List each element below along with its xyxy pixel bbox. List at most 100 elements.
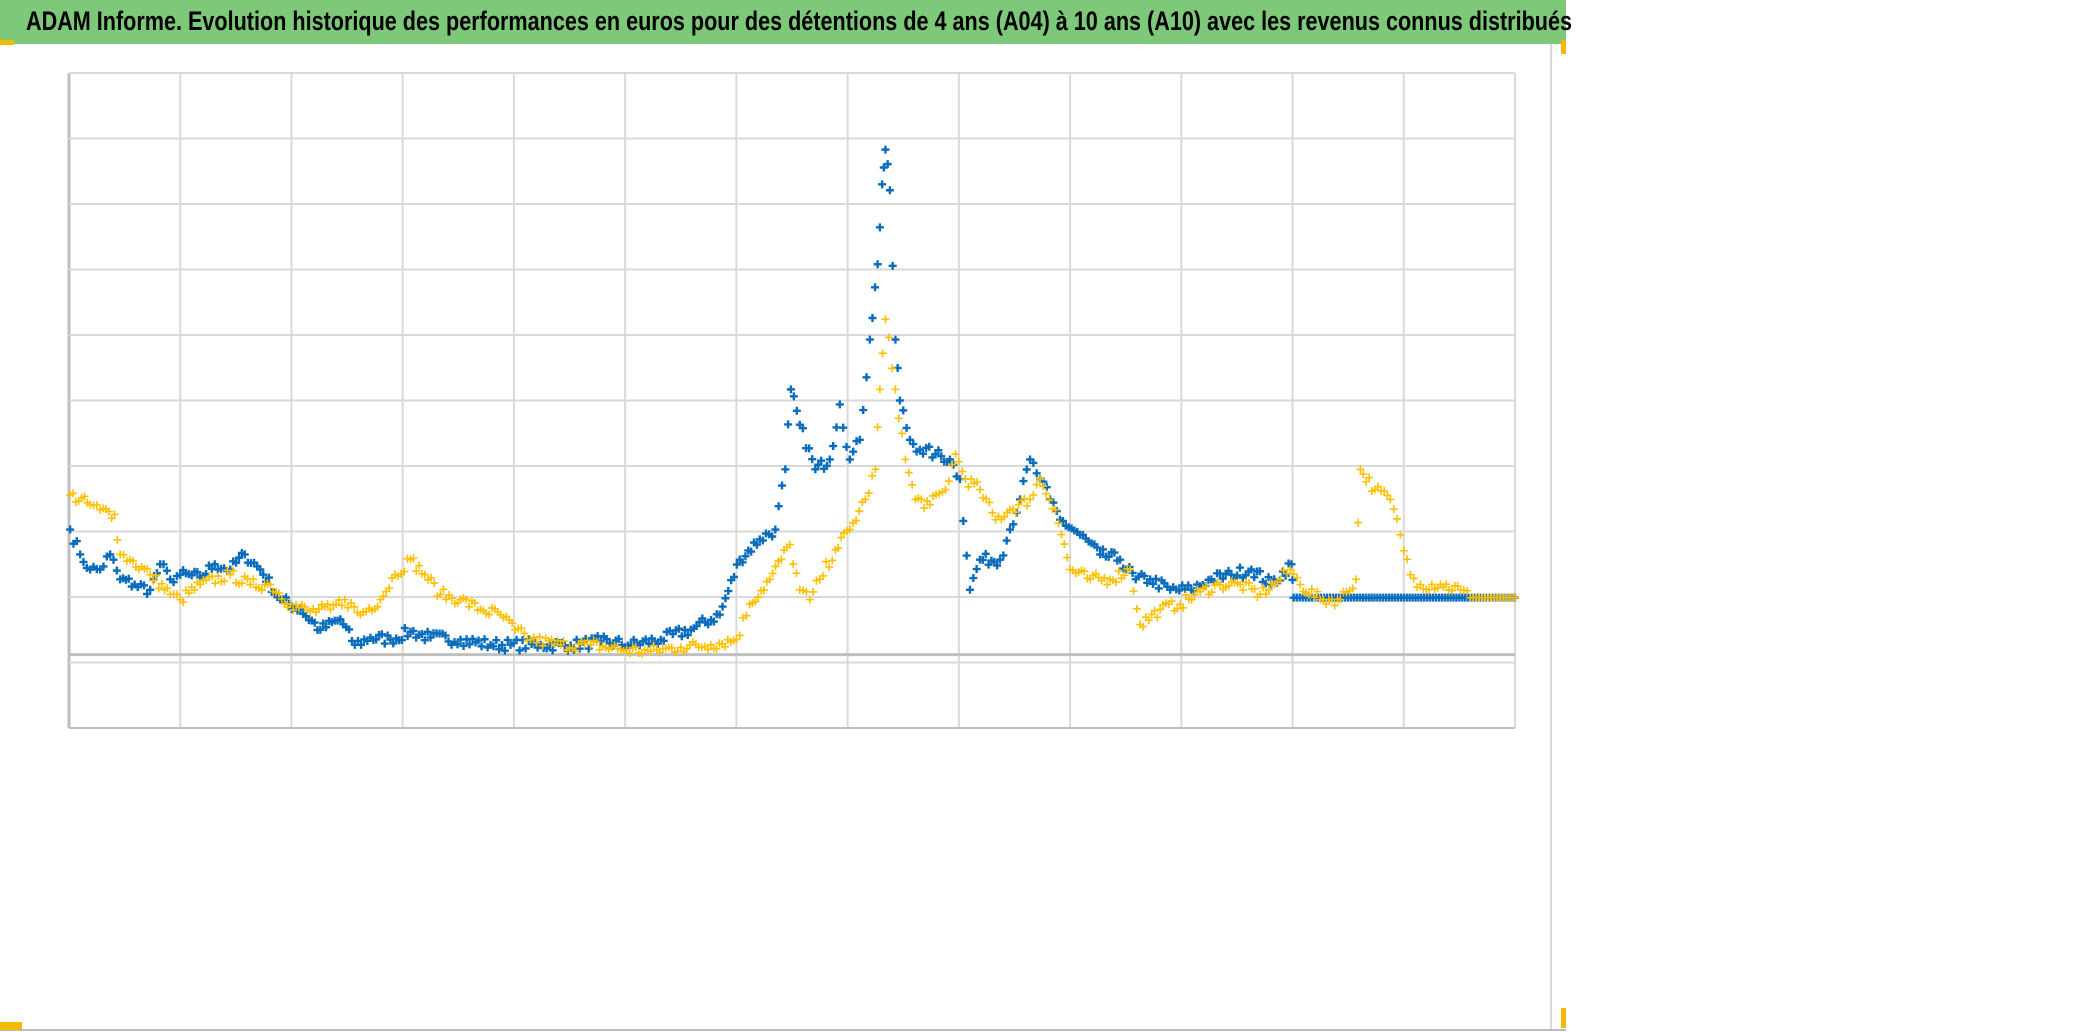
data-point-a10 — [864, 489, 873, 498]
data-point-a04 — [159, 560, 168, 569]
data-point-a10 — [1020, 494, 1029, 503]
data-point-a04 — [653, 639, 662, 648]
data-point-a10 — [732, 635, 741, 644]
data-point-a04 — [965, 585, 974, 594]
data-point-a10 — [954, 457, 963, 466]
data-point-a10 — [988, 508, 997, 517]
data-point-a04 — [832, 423, 841, 432]
data-point-a10 — [805, 595, 814, 604]
data-point-a04 — [644, 639, 653, 648]
data-point-a04 — [409, 626, 418, 635]
data-point-a10 — [898, 429, 907, 438]
data-point-a10 — [1463, 586, 1472, 595]
data-point-a04 — [881, 145, 890, 154]
data-point-a04 — [905, 435, 914, 444]
data-point-a04 — [996, 555, 1004, 564]
data-point-a04 — [143, 590, 152, 599]
data-point-a10 — [246, 580, 255, 589]
data-point-a10 — [1051, 505, 1060, 514]
data-point-a04 — [659, 636, 668, 645]
data-point-a10 — [1057, 530, 1066, 539]
data-point-a10 — [196, 580, 205, 589]
data-point-a04 — [575, 644, 584, 653]
data-point-a10 — [1380, 486, 1389, 495]
data-point-a04 — [99, 562, 108, 571]
frame-right-border — [1550, 44, 1552, 1029]
data-point-a10 — [409, 554, 418, 563]
data-point-a04 — [1029, 458, 1038, 467]
data-point-a10 — [400, 567, 409, 576]
data-point-a10 — [1427, 580, 1436, 589]
data-point-a04 — [774, 502, 783, 511]
data-point-a10 — [559, 636, 568, 645]
data-point-a10 — [785, 540, 794, 549]
data-point-a10 — [825, 563, 834, 572]
data-point-a10 — [1111, 578, 1120, 587]
data-point-a04 — [176, 570, 185, 579]
data-point-a04 — [937, 452, 946, 461]
data-point-a10 — [508, 619, 517, 628]
data-point-a10 — [220, 577, 229, 586]
data-point-a10 — [1389, 505, 1398, 514]
data-point-a04 — [1116, 555, 1125, 564]
data-point-a10 — [1042, 489, 1051, 498]
chart-title: ADAM Informe. Evolution historique des p… — [26, 6, 1573, 36]
data-point-a10 — [350, 602, 359, 611]
data-point-a10 — [920, 503, 929, 512]
data-point-a04 — [232, 558, 241, 567]
data-point-a10 — [751, 597, 760, 606]
data-point-a10 — [337, 601, 346, 610]
data-point-a04 — [1151, 574, 1160, 583]
data-point-a04 — [1255, 567, 1264, 576]
data-point-a04 — [909, 440, 918, 449]
data-point-a10 — [1132, 604, 1141, 613]
data-point-a04 — [1287, 560, 1296, 569]
data-point-a10 — [1511, 593, 1519, 602]
data-point-a10 — [1150, 606, 1159, 615]
data-point-a04 — [1058, 517, 1067, 526]
data-point-a10 — [1396, 530, 1405, 539]
data-point-a10 — [1181, 590, 1190, 599]
data-point-a10 — [113, 535, 122, 544]
data-point-a10 — [447, 594, 456, 603]
data-point-a10 — [1032, 480, 1041, 489]
data-point-a10 — [532, 638, 541, 647]
data-point-a10 — [1292, 573, 1301, 582]
data-point-a10 — [442, 595, 451, 604]
data-point-a04 — [264, 573, 273, 582]
data-point-a10 — [92, 500, 101, 509]
data-point-a10 — [1100, 573, 1109, 582]
data-point-a10 — [1239, 586, 1248, 595]
data-point-a10 — [289, 606, 298, 615]
data-point-a10 — [571, 646, 580, 655]
data-point-a10 — [1348, 584, 1357, 593]
data-point-a04 — [871, 283, 880, 292]
data-point-a04 — [1022, 465, 1031, 474]
data-point-a10 — [415, 561, 424, 570]
data-point-a10 — [1011, 508, 1020, 517]
data-point-a10 — [881, 315, 890, 324]
data-point-a10 — [625, 648, 634, 657]
data-point-a04 — [962, 551, 971, 560]
data-point-a04 — [1264, 573, 1273, 582]
data-point-a04 — [919, 449, 928, 458]
data-point-a10 — [80, 492, 89, 501]
data-point-a10 — [154, 584, 163, 593]
data-point-a04 — [865, 335, 874, 344]
data-point-a04 — [808, 455, 817, 464]
data-point-a04 — [925, 442, 934, 451]
data-point-a10 — [646, 647, 655, 656]
data-point-a10 — [873, 423, 882, 432]
data-point-a04 — [835, 400, 844, 409]
data-point-a04 — [377, 630, 386, 639]
data-point-a10 — [637, 649, 646, 658]
data-point-a04 — [792, 406, 801, 415]
data-point-a04 — [372, 635, 381, 644]
data-point-a10 — [1153, 613, 1162, 622]
data-point-a04 — [1149, 579, 1158, 588]
data-point-a04 — [959, 516, 968, 525]
data-point-a10 — [967, 475, 976, 484]
data-point-a04 — [1049, 498, 1058, 507]
data-point-a10 — [1026, 495, 1035, 504]
data-point-a10 — [712, 644, 721, 653]
